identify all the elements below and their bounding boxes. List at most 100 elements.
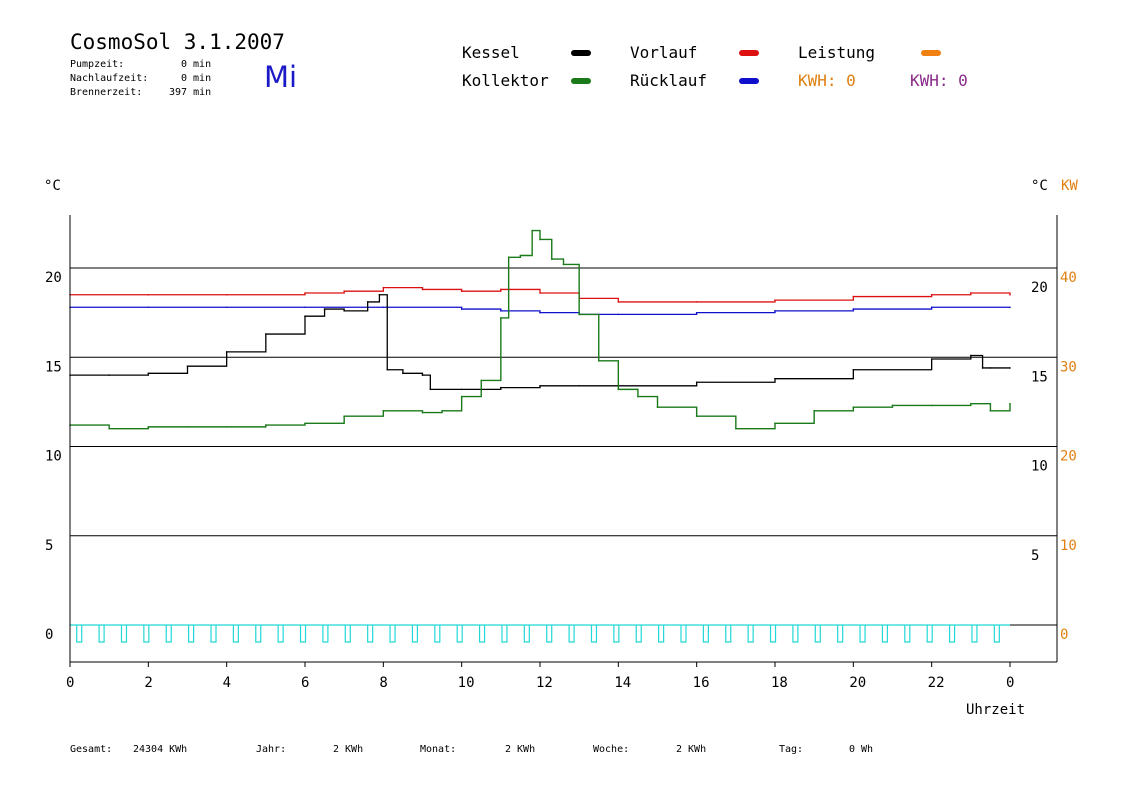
data-point-ruecklauf <box>617 313 620 316</box>
data-point-kollektor <box>186 426 189 428</box>
legend-ruecklauf-label: Rücklauf <box>630 71 708 90</box>
footer-woche-label: Woche: <box>593 744 630 755</box>
footer-monat-value: 2 KWh <box>505 744 536 755</box>
y-tick-kw-0: 0 <box>1060 627 1068 643</box>
data-point-kollektor <box>539 238 541 241</box>
pump-pulse <box>747 625 754 643</box>
pump-pulse <box>926 625 933 643</box>
data-point-vorlauf <box>774 299 776 301</box>
y-tick-right-5: 5 <box>1031 548 1039 564</box>
legend-kessel-swatch <box>571 50 591 56</box>
pump-pulse <box>367 625 374 643</box>
data-point-kollektor <box>597 360 600 362</box>
data-point-kollektor <box>562 263 565 266</box>
chart-grid <box>70 267 1057 626</box>
x-tick-label-8: 16 <box>693 675 710 691</box>
pump-pulse <box>478 625 486 643</box>
data-point-kessel <box>343 310 345 312</box>
pump-pulse <box>299 625 307 643</box>
pump-pulse <box>255 625 262 643</box>
data-point-ruecklauf <box>304 306 306 309</box>
data-point-kollektor <box>500 317 502 319</box>
data-point-kollektor <box>343 415 345 417</box>
pump-pulse <box>904 625 911 643</box>
pump-pulse <box>769 625 777 643</box>
data-point-ruecklauf <box>852 308 855 310</box>
pump-activity-series <box>70 624 1010 643</box>
data-point-ruecklauf <box>460 308 463 310</box>
data-point-kessel <box>386 368 389 371</box>
data-point-ruecklauf <box>500 310 502 312</box>
data-point-ruecklauf <box>539 311 541 314</box>
data-point-vorlauf <box>382 286 385 289</box>
y-tick-right-20: 20 <box>1031 280 1048 296</box>
pump-pulse <box>725 625 732 643</box>
data-point-kollektor <box>656 406 659 409</box>
data-point-vorlauf <box>343 290 345 293</box>
y-axis-title-kw: KW <box>1061 178 1078 194</box>
footer-jahr-label: Jahr: <box>256 744 287 755</box>
pump-pulse <box>993 625 1000 643</box>
x-tick-label-5: 10 <box>458 675 475 691</box>
pump-pulse <box>456 625 463 643</box>
footer-gesamt-label: Gesamt: <box>70 744 113 755</box>
data-point-kollektor <box>930 404 933 407</box>
pump-pulse <box>322 625 329 643</box>
legend-kessel-label: Kessel <box>462 43 520 62</box>
data-point-kollektor <box>421 411 424 414</box>
data-point-vorlauf <box>852 295 855 298</box>
brennerzeit-value: 397 min <box>169 87 212 98</box>
y-tick-kw-30: 30 <box>1060 359 1077 375</box>
data-point-kessel <box>225 351 228 353</box>
pump-pulse <box>792 625 799 643</box>
data-point-vorlauf <box>460 290 463 293</box>
y-tick-left-10: 10 <box>45 449 62 465</box>
pump-pulse <box>120 625 128 643</box>
data-point-kessel <box>108 374 110 376</box>
x-tick-label-6: 12 <box>536 675 553 691</box>
data-point-ruecklauf <box>1009 306 1011 309</box>
pump-pulse <box>680 625 687 643</box>
data-point-ruecklauf <box>774 310 776 312</box>
data-point-kessel <box>774 377 776 380</box>
pump-pulse <box>389 625 396 643</box>
brennerzeit-label: Brennerzeit: <box>70 87 143 98</box>
data-point-vorlauf <box>304 292 306 294</box>
pump-pulse <box>613 625 620 643</box>
legend-kwh-orange: KWH: 0 <box>798 71 856 90</box>
y-axis-title-right: °C <box>1031 178 1048 194</box>
chart-labels: 0 0 5 10 10 20 15 30 20 40 5 10 15 20 0 2 4 6 8 10 12 14 16 18 2… <box>44 178 1078 718</box>
data-point-kollektor <box>304 422 306 425</box>
data-point-ruecklauf <box>225 306 228 309</box>
data-point-kessel <box>265 333 267 335</box>
pump-pulse <box>344 625 351 643</box>
pump-pulse <box>76 625 83 643</box>
pump-pulse <box>523 625 530 643</box>
data-point-kessel <box>981 367 984 369</box>
y-tick-left-5: 5 <box>45 538 53 554</box>
pump-pulse <box>165 625 172 643</box>
x-tick-label-3: 6 <box>301 675 309 691</box>
pump-pulse <box>98 625 105 643</box>
data-point-ruecklauf <box>930 306 933 309</box>
data-point-ruecklauf <box>382 306 385 309</box>
footer-woche-value: 2 KWh <box>676 744 707 755</box>
data-point-vorlauf <box>970 292 972 294</box>
data-point-kollektor <box>147 426 150 428</box>
data-point-ruecklauf <box>147 306 150 309</box>
pump-pulse <box>837 625 844 643</box>
chart-axes <box>69 215 1058 667</box>
data-point-kollektor <box>382 410 385 412</box>
data-point-kessel <box>378 293 381 296</box>
y-tick-right-10: 10 <box>1031 459 1048 475</box>
data-point-kessel <box>366 301 369 303</box>
data-point-kessel <box>147 372 150 375</box>
data-point-vorlauf <box>695 301 698 303</box>
legend-kwh-purple: KWH: 0 <box>910 71 968 90</box>
data-point-kollektor <box>617 388 620 391</box>
data-point-kollektor <box>891 404 894 407</box>
data-point-kollektor <box>265 424 267 426</box>
pump-pulse <box>590 625 598 643</box>
footer-gesamt-value: 24304 KWh <box>133 744 188 755</box>
data-point-kollektor <box>735 427 737 430</box>
